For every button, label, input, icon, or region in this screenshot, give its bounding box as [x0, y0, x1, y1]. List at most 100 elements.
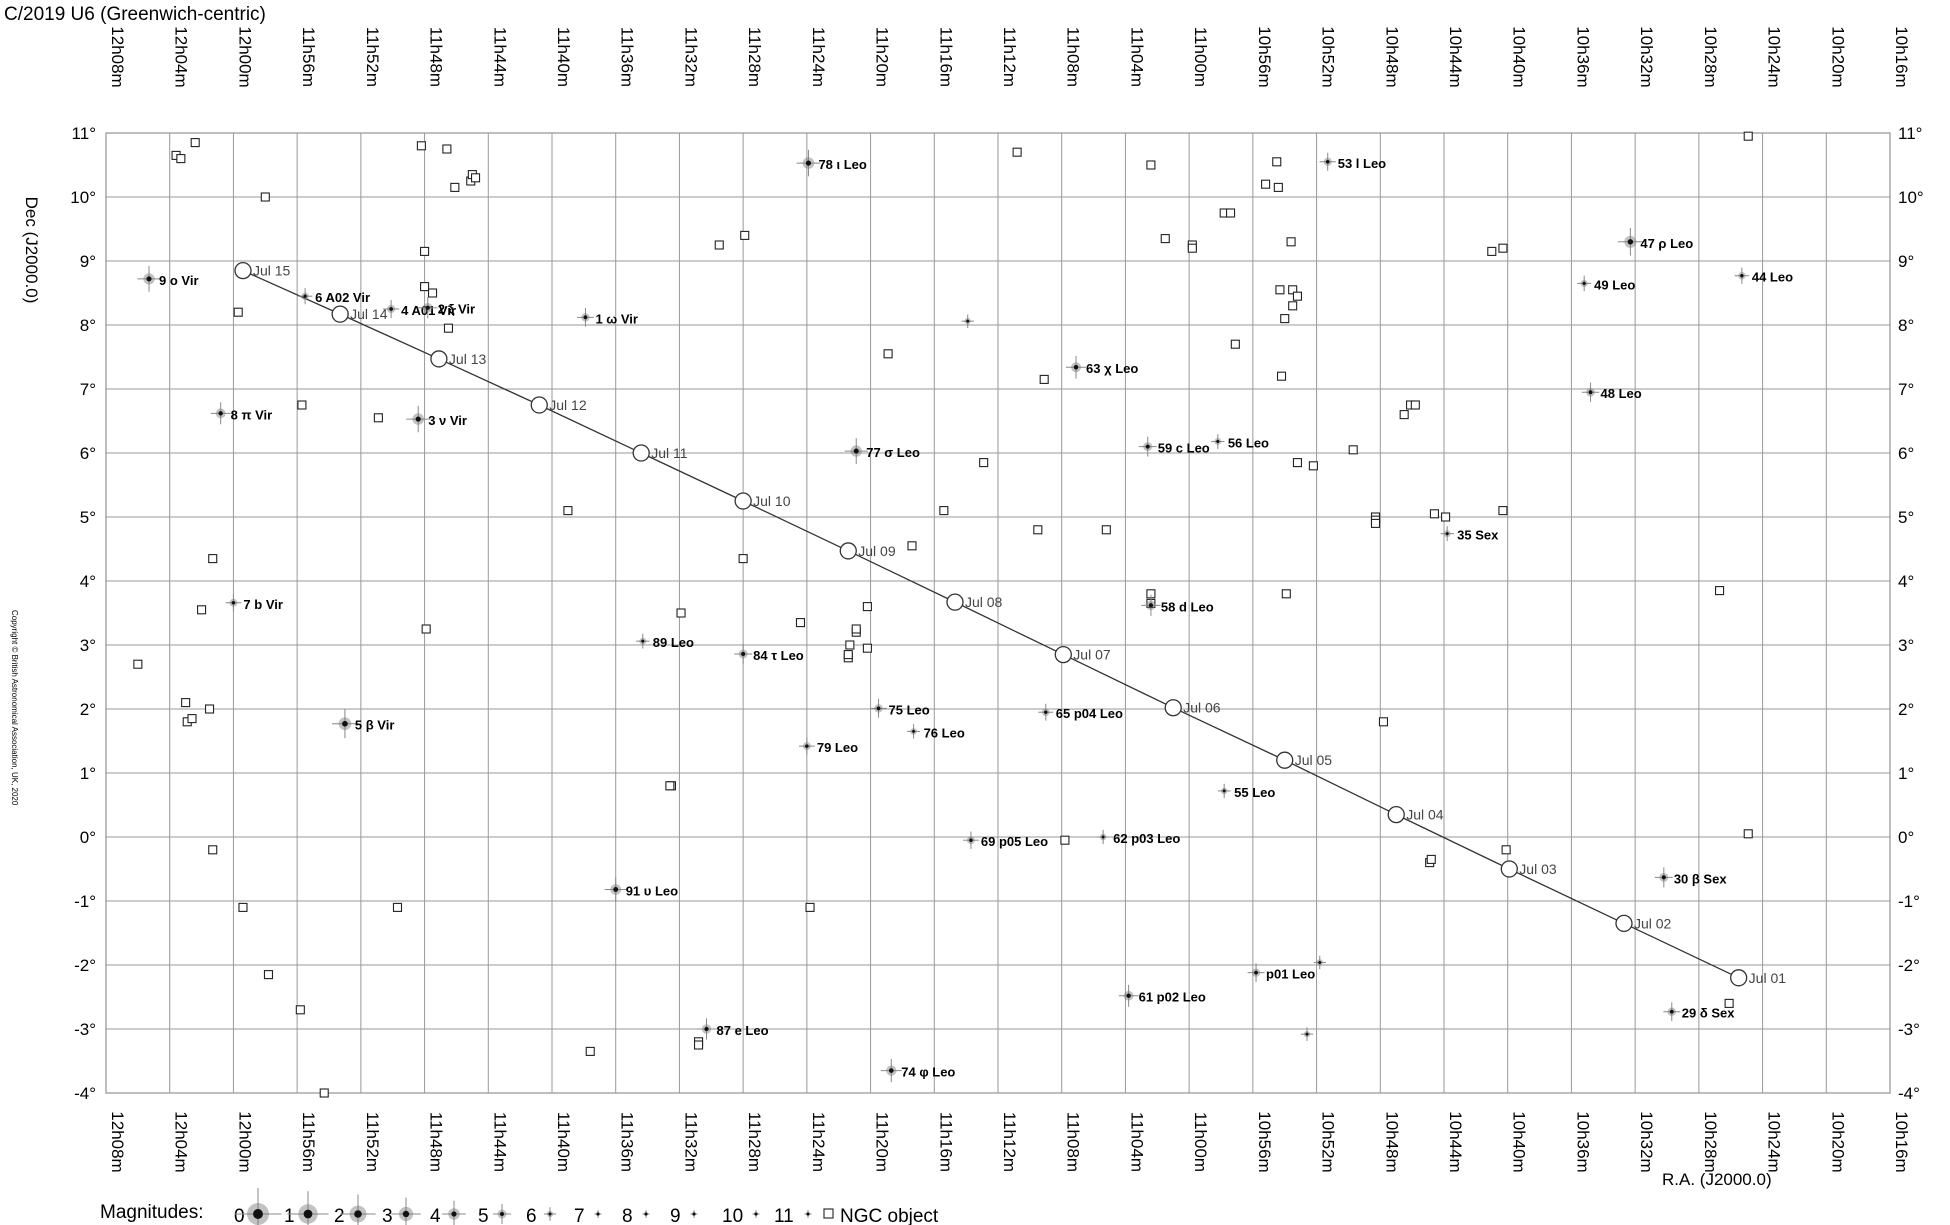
ngc-object-marker [1060, 835, 1070, 845]
star-label: 61 p02 Leo [1139, 990, 1206, 1005]
ngc-object-marker [979, 458, 989, 468]
x-tick-label-top: 12h00m [235, 26, 254, 87]
legend-magnitude-label: 1 [284, 1206, 295, 1225]
star-marker [234, 1188, 282, 1225]
star-marker [418, 297, 438, 319]
x-tick-label-bottom: 11h52m [363, 1112, 382, 1172]
x-tick-label-bottom: 12h00m [235, 1111, 254, 1172]
star-label: 4 A01 Vir [401, 303, 456, 318]
ngc-object-marker [204, 704, 215, 714]
star-marker [604, 877, 627, 902]
ngc-object-marker [208, 845, 218, 855]
star-marker [210, 402, 231, 425]
x-tick-label-bottom: 11h04m [1127, 1112, 1146, 1172]
star-marker [1313, 955, 1326, 970]
ngc-object-marker [176, 154, 186, 164]
legend-magnitude-label: 7 [574, 1206, 585, 1225]
ngc-object-marker [1429, 509, 1439, 519]
ngc-object-marker [1498, 506, 1508, 516]
ngc-object-marker [297, 400, 307, 410]
comet-date-label: Jul 01 [1749, 970, 1787, 986]
ngc-object-marker [1230, 339, 1240, 349]
star-marker [1247, 963, 1265, 983]
x-tick-label-top: 11h28m [745, 27, 764, 87]
ngc-object-marker [1378, 717, 1389, 727]
ngc-object-marker [1348, 445, 1358, 455]
star-marker [594, 1210, 602, 1218]
star-marker [1734, 267, 1750, 284]
x-tick-label-bottom: 11h12m [1000, 1112, 1019, 1172]
y-tick-label-right: -1° [1898, 892, 1920, 911]
comet-date-label: Jul 07 [1073, 647, 1111, 663]
legend-magnitude-label: 9 [670, 1206, 681, 1225]
ngc-object-marker [295, 1005, 305, 1015]
star-marker [1319, 152, 1336, 171]
star-marker [870, 699, 887, 718]
legend-magnitude-label: 2 [334, 1206, 345, 1225]
ngc-object-marker [1715, 586, 1725, 596]
ngc-object-marker [1399, 410, 1409, 420]
star-marker [331, 709, 358, 739]
star-marker [690, 1210, 698, 1218]
star-marker [340, 1194, 376, 1225]
ngc-object-marker [1101, 525, 1111, 535]
star-marker [577, 307, 594, 327]
x-tick-label-bottom: 10h24m [1765, 1111, 1784, 1172]
x-tick-label-bottom: 11h00m [1191, 1112, 1210, 1172]
comet-position-marker [530, 396, 548, 414]
comet-position-marker [331, 305, 349, 323]
star-label: 44 Leo [1752, 270, 1793, 285]
ngc-object-marker [1281, 589, 1291, 599]
star-marker [844, 438, 868, 464]
comet-path: Jul 01 Jul 02 Jul 03 Jul 04 Jul 05 Jul 06 Jul … [234, 261, 1787, 987]
star-label: p01 Leo [1266, 967, 1315, 982]
ngc-object-marker [450, 182, 460, 192]
ngc-object-marker [1292, 291, 1303, 301]
ngc-object-marker [1288, 285, 1298, 295]
legend-magnitude-label: 8 [622, 1206, 633, 1225]
y-tick-label-left: 0° [80, 828, 96, 847]
star-marker [1096, 829, 1110, 845]
star-label: 47 ρ Leo [1640, 236, 1693, 251]
star-marker [1217, 783, 1231, 799]
star-marker [442, 1200, 466, 1225]
comet-position-marker [839, 542, 857, 560]
star-marker [642, 1210, 650, 1218]
star-marker [1654, 867, 1673, 888]
comet-date-label: Jul 03 [1519, 861, 1557, 877]
star-marker [1038, 703, 1054, 721]
y-tick-label-left: 6° [80, 444, 96, 463]
ngc-object-marker [1146, 160, 1156, 170]
x-tick-label-top: 11h08m [1064, 27, 1083, 87]
x-tick-label-bottom: 10h48m [1382, 1111, 1401, 1172]
ngc-object-marker [907, 541, 917, 551]
star-label: 30 β Sex [1674, 871, 1728, 886]
star-marker [799, 737, 815, 755]
star-label: 9 ο Vir [159, 273, 199, 288]
comet-position-marker [430, 350, 448, 368]
ngc-object-marker [1487, 246, 1497, 256]
x-tick-label-bottom: 10h56m [1255, 1111, 1274, 1172]
ngc-object-marker [1273, 182, 1283, 192]
star-marker [225, 594, 242, 612]
ngc-object-marker [1288, 301, 1298, 311]
x-tick-label-top: 12h08m [108, 26, 127, 87]
comet-position-marker [632, 444, 650, 462]
x-tick-label-top: 10h48m [1382, 26, 1401, 87]
ngc-object-marker [421, 624, 431, 634]
star-label: 56 Leo [1228, 435, 1269, 450]
ngc-object-marker [1308, 461, 1318, 471]
star-marker [961, 314, 974, 328]
star-label: 59 c Leo [1158, 441, 1210, 456]
comet-date-label: Jul 05 [1295, 752, 1333, 768]
y-tick-label-left: 5° [80, 508, 96, 527]
y-tick-label-right: 9° [1898, 252, 1914, 271]
ngc-object-marker [319, 1088, 329, 1098]
star-marker [406, 405, 431, 433]
star-label: 7 b Vir [243, 597, 283, 612]
ngc-object-marker [1370, 518, 1381, 528]
ngc-object-marker [1426, 854, 1436, 864]
x-tick-label-bottom: 11h36m [618, 1112, 637, 1172]
y-tick-label-left: 11° [72, 124, 96, 143]
